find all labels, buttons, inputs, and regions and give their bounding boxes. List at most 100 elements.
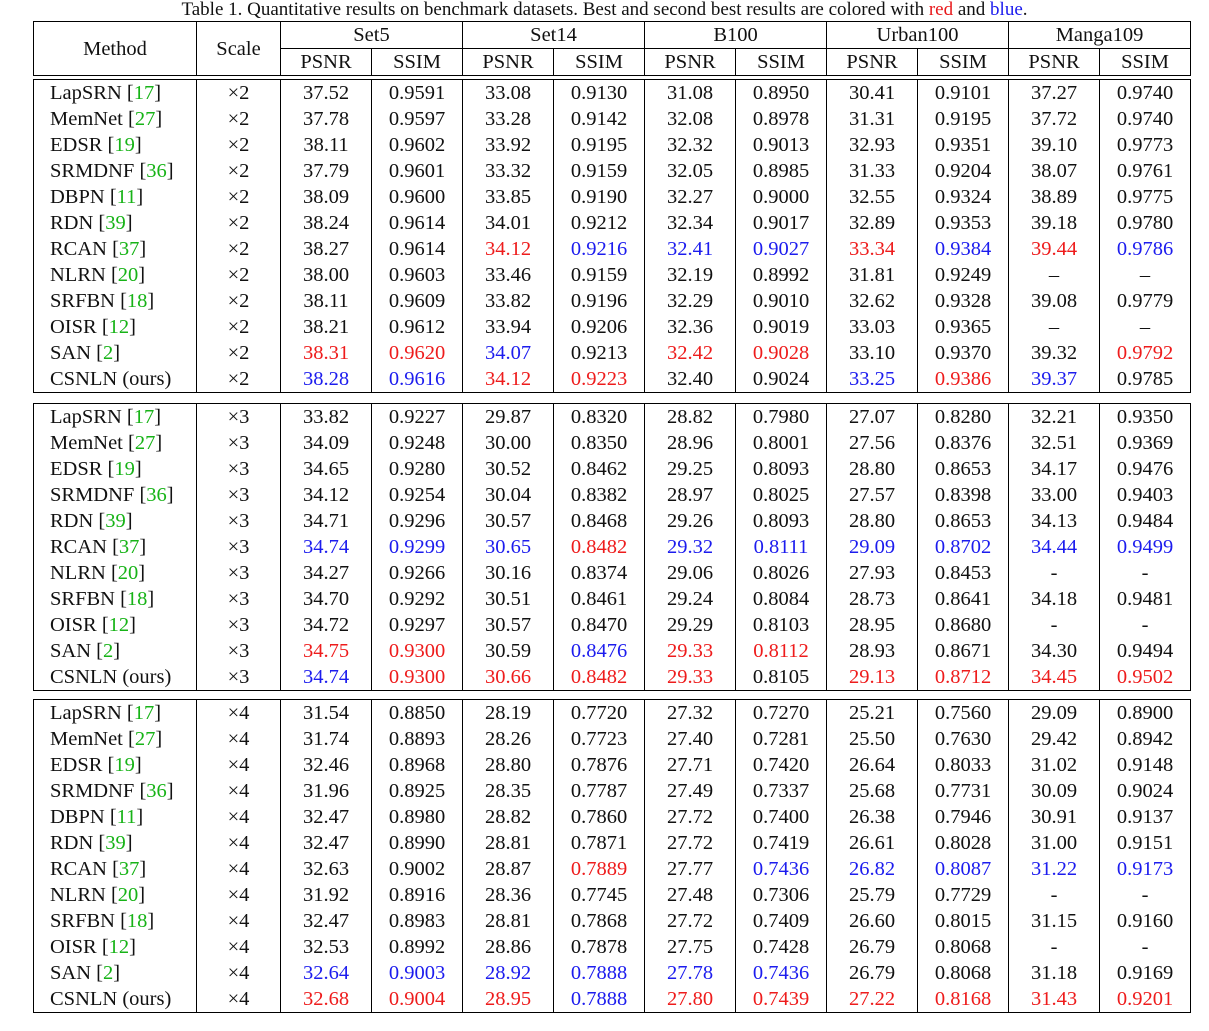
table-row: RCAN [37] ×3 34.74 0.9299 30.65 0.8482 29.32 0.… <box>33 534 1191 560</box>
value-cell: 27.40 <box>644 726 736 752</box>
table-row: SRFBN [18] ×4 32.47 0.8983 28.81 0.7868 27.72 0… <box>33 908 1191 934</box>
value-cell: 0.9476 <box>1099 456 1191 482</box>
caption-blue-word: blue <box>990 0 1023 20</box>
value-cell: 0.8168 <box>917 986 1009 1013</box>
citation-link[interactable]: 39 <box>105 212 126 234</box>
scale-cell: ×4 <box>196 960 281 986</box>
citation-link[interactable]: 20 <box>117 562 139 584</box>
citation-link[interactable]: 12 <box>108 936 130 958</box>
scale-cell: ×2 <box>196 340 281 366</box>
value-cell: 32.47 <box>280 908 372 934</box>
citation-link[interactable]: 17 <box>133 82 155 104</box>
value-cell: 29.06 <box>644 560 736 586</box>
value-cell: 0.9024 <box>1099 778 1191 804</box>
value-cell: 0.9299 <box>371 534 463 560</box>
scale-cell: ×2 <box>196 314 281 340</box>
value-cell: 0.9740 <box>1099 79 1191 106</box>
method-name: RDN <box>50 832 94 854</box>
value-cell: 25.79 <box>826 882 918 908</box>
value-cell: 38.07 <box>1008 158 1100 184</box>
value-cell: 34.13 <box>1008 508 1100 534</box>
citation-link[interactable]: 12 <box>108 316 130 338</box>
citation-link[interactable]: 27 <box>134 728 156 750</box>
value-cell: 0.8382 <box>553 482 645 508</box>
value-cell: 27.80 <box>644 986 736 1013</box>
citation-link[interactable]: 2 <box>102 342 114 364</box>
value-cell: 0.9206 <box>553 314 645 340</box>
scale-cell: ×4 <box>196 934 281 960</box>
method-cell: EDSR [19] <box>33 456 197 482</box>
citation-link[interactable]: 19 <box>114 754 135 776</box>
citation-link[interactable]: 2 <box>102 962 114 984</box>
citation-link[interactable]: 19 <box>114 458 135 480</box>
citation-link[interactable]: 2 <box>102 640 114 662</box>
scale-cell: ×2 <box>196 158 281 184</box>
value-cell: 34.74 <box>280 664 372 691</box>
method-name: SRFBN <box>50 290 115 312</box>
value-cell: 34.72 <box>280 612 372 638</box>
scale-cell: ×2 <box>196 79 281 106</box>
value-cell: 0.8453 <box>917 560 1009 586</box>
citation-link[interactable]: 19 <box>114 134 135 156</box>
value-cell: 32.47 <box>280 804 372 830</box>
value-cell: 39.18 <box>1008 210 1100 236</box>
value-cell: 0.8653 <box>917 456 1009 482</box>
method-cell: CSNLN (ours) <box>33 664 197 691</box>
citation-link[interactable]: 12 <box>108 614 130 636</box>
value-cell: 0.9027 <box>735 236 827 262</box>
citation-link[interactable]: 36 <box>146 484 167 506</box>
method-name: RDN <box>50 212 94 234</box>
value-cell: 34.45 <box>1008 664 1100 691</box>
value-cell: 0.8968 <box>371 752 463 778</box>
value-cell: 0.9324 <box>917 184 1009 210</box>
value-cell: 30.41 <box>826 79 918 106</box>
citation-link[interactable]: 36 <box>146 780 167 802</box>
citation-link[interactable]: 11 <box>116 806 137 828</box>
value-cell: – <box>1099 262 1191 288</box>
value-cell: 27.72 <box>644 804 736 830</box>
citation-link[interactable]: 37 <box>118 858 140 880</box>
citation-link[interactable]: 20 <box>117 264 139 286</box>
citation-link[interactable]: 18 <box>126 588 148 610</box>
value-cell: 31.18 <box>1008 960 1100 986</box>
value-cell: 39.32 <box>1008 340 1100 366</box>
value-cell: 0.7868 <box>553 908 645 934</box>
citation-link[interactable]: 27 <box>134 432 156 454</box>
method-cell: RDN [39] <box>33 830 197 856</box>
method-cell: EDSR [19] <box>33 132 197 158</box>
method-cell: LapSRN [17] <box>33 699 197 726</box>
citation-link[interactable]: 17 <box>133 406 155 428</box>
citation-link[interactable]: 39 <box>105 832 126 854</box>
citation-link[interactable]: 18 <box>126 290 148 312</box>
citation-link[interactable]: 36 <box>146 160 167 182</box>
value-cell: 0.9196 <box>553 288 645 314</box>
value-cell: 0.9614 <box>371 236 463 262</box>
value-cell: 33.82 <box>462 288 554 314</box>
citation-link[interactable]: 27 <box>134 108 156 130</box>
table-row: RDN [39] ×4 32.47 0.8990 28.81 0.7871 27.72 0.7… <box>33 830 1191 856</box>
value-cell: 31.96 <box>280 778 372 804</box>
scale-cell: ×2 <box>196 236 281 262</box>
table-header: Method Scale Set5 Set14 B100 Urban100 Manga109… <box>33 21 1192 76</box>
citation-link[interactable]: 37 <box>118 238 140 260</box>
scale-cell: ×2 <box>196 366 281 393</box>
method-name: LapSRN <box>50 702 122 724</box>
value-cell: 0.8671 <box>917 638 1009 664</box>
value-cell: 27.07 <box>826 403 918 430</box>
method-cell: MemNet [27] <box>33 726 197 752</box>
citation-link[interactable]: 17 <box>133 702 155 724</box>
value-cell: 0.9780 <box>1099 210 1191 236</box>
header-metric: PSNR <box>280 48 372 76</box>
citation-link[interactable]: 18 <box>126 910 148 932</box>
value-cell: 31.02 <box>1008 752 1100 778</box>
method-cell: EDSR [19] <box>33 752 197 778</box>
citation-link[interactable]: 37 <box>118 536 140 558</box>
table-row: SRFBN [18] ×2 38.11 0.9609 33.82 0.9196 32.29 0… <box>33 288 1191 314</box>
citation-link[interactable]: 20 <box>117 884 139 906</box>
citation-link[interactable]: 39 <box>105 510 126 532</box>
citation-link[interactable]: 11 <box>116 186 137 208</box>
method-cell: RCAN [37] <box>33 534 197 560</box>
value-cell: 33.34 <box>826 236 918 262</box>
value-cell: 34.01 <box>462 210 554 236</box>
value-cell: 0.9254 <box>371 482 463 508</box>
